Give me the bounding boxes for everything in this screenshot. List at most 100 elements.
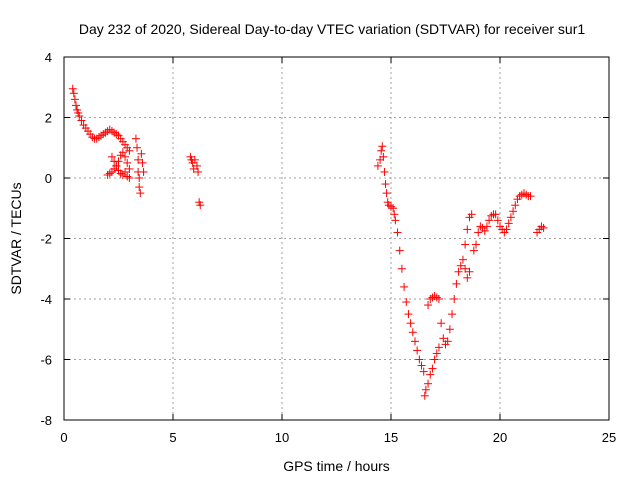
y-tick-labels: -8 -6 -4 -2 0 2 4	[40, 50, 52, 428]
data-point	[434, 295, 443, 303]
x-tick-label: 15	[384, 430, 398, 445]
data-point	[456, 261, 465, 270]
x-tick-labels: 0 5 10 15 20 25	[60, 430, 616, 445]
data-point	[504, 219, 513, 228]
chart-title: Day 232 of 2020, Sidereal Day-to-day VTE…	[79, 21, 585, 37]
y-tick-label: -2	[40, 232, 52, 247]
data-point	[415, 355, 424, 364]
data-point	[194, 167, 203, 176]
data-point	[432, 293, 441, 302]
data-point	[526, 192, 535, 201]
plot-frame	[63, 56, 610, 421]
data-point	[421, 385, 430, 394]
data-point	[424, 379, 433, 388]
data-point	[395, 246, 404, 255]
y-tick-label: -4	[40, 292, 52, 307]
data-point	[461, 264, 470, 273]
data-points	[68, 84, 548, 400]
x-tick-label: 25	[602, 430, 616, 445]
data-point	[139, 167, 148, 176]
data-point	[522, 190, 531, 199]
data-point	[472, 240, 481, 249]
data-point	[112, 161, 121, 170]
data-point	[491, 210, 500, 219]
data-point	[379, 152, 388, 161]
data-point	[138, 158, 147, 167]
data-point	[417, 361, 426, 370]
data-point	[125, 146, 134, 155]
data-point	[463, 225, 472, 234]
data-point	[381, 180, 390, 189]
x-axis-label: GPS time / hours	[283, 458, 390, 474]
data-point	[196, 201, 205, 210]
data-point	[391, 216, 400, 225]
data-point	[439, 334, 448, 343]
data-point	[77, 116, 86, 125]
data-point	[430, 355, 439, 364]
data-point	[428, 364, 437, 373]
data-point	[458, 255, 467, 264]
data-point	[502, 225, 511, 234]
data-point	[420, 391, 429, 400]
grid-layer	[64, 57, 609, 420]
y-tick-label: 4	[45, 50, 52, 65]
data-point	[68, 84, 77, 93]
data-point	[373, 161, 382, 170]
data-point	[121, 152, 130, 161]
x-tick-label: 20	[493, 430, 507, 445]
data-point	[121, 167, 130, 176]
data-point	[382, 189, 391, 198]
data-point	[424, 301, 433, 310]
data-point	[125, 174, 134, 182]
y-tick-label: 0	[45, 171, 52, 186]
data-point	[452, 279, 461, 288]
data-point	[485, 216, 494, 225]
y-tick-label: -8	[40, 413, 52, 428]
y-tick-label: -6	[40, 353, 52, 368]
data-point	[511, 201, 520, 210]
data-point	[450, 295, 459, 303]
y-axis-label: SDTVAR / TECUs	[8, 182, 24, 294]
data-point	[118, 148, 127, 157]
data-point	[426, 370, 435, 379]
data-point	[192, 161, 201, 170]
data-point	[75, 111, 84, 120]
data-point	[413, 346, 422, 355]
data-point	[437, 319, 446, 328]
data-point	[404, 310, 413, 319]
data-point	[125, 164, 134, 173]
data-point	[137, 149, 146, 158]
data-point	[397, 264, 406, 273]
data-point	[443, 337, 452, 346]
data-point	[408, 328, 417, 337]
data-point	[463, 273, 472, 282]
data-point	[448, 310, 457, 319]
data-point	[487, 211, 496, 220]
data-point	[467, 210, 476, 219]
data-point	[110, 157, 119, 166]
data-point	[377, 146, 386, 155]
data-point	[105, 169, 114, 178]
data-point	[432, 349, 441, 358]
data-point	[135, 183, 144, 192]
x-tick-label: 10	[275, 430, 289, 445]
data-point	[136, 189, 145, 198]
data-point	[400, 282, 409, 291]
data-point	[378, 142, 387, 151]
data-point	[402, 298, 411, 307]
data-point	[107, 152, 116, 161]
data-point	[539, 223, 548, 232]
data-point	[69, 89, 78, 98]
data-point	[380, 167, 389, 176]
y-tick-label: 2	[45, 111, 52, 126]
data-point	[390, 210, 399, 219]
data-point	[389, 204, 398, 213]
x-tick-label: 5	[169, 430, 176, 445]
data-point	[493, 216, 502, 225]
x-tick-label: 0	[60, 430, 67, 445]
data-point	[480, 226, 489, 235]
data-point	[71, 101, 80, 110]
data-point	[70, 95, 79, 104]
data-point	[133, 143, 142, 152]
